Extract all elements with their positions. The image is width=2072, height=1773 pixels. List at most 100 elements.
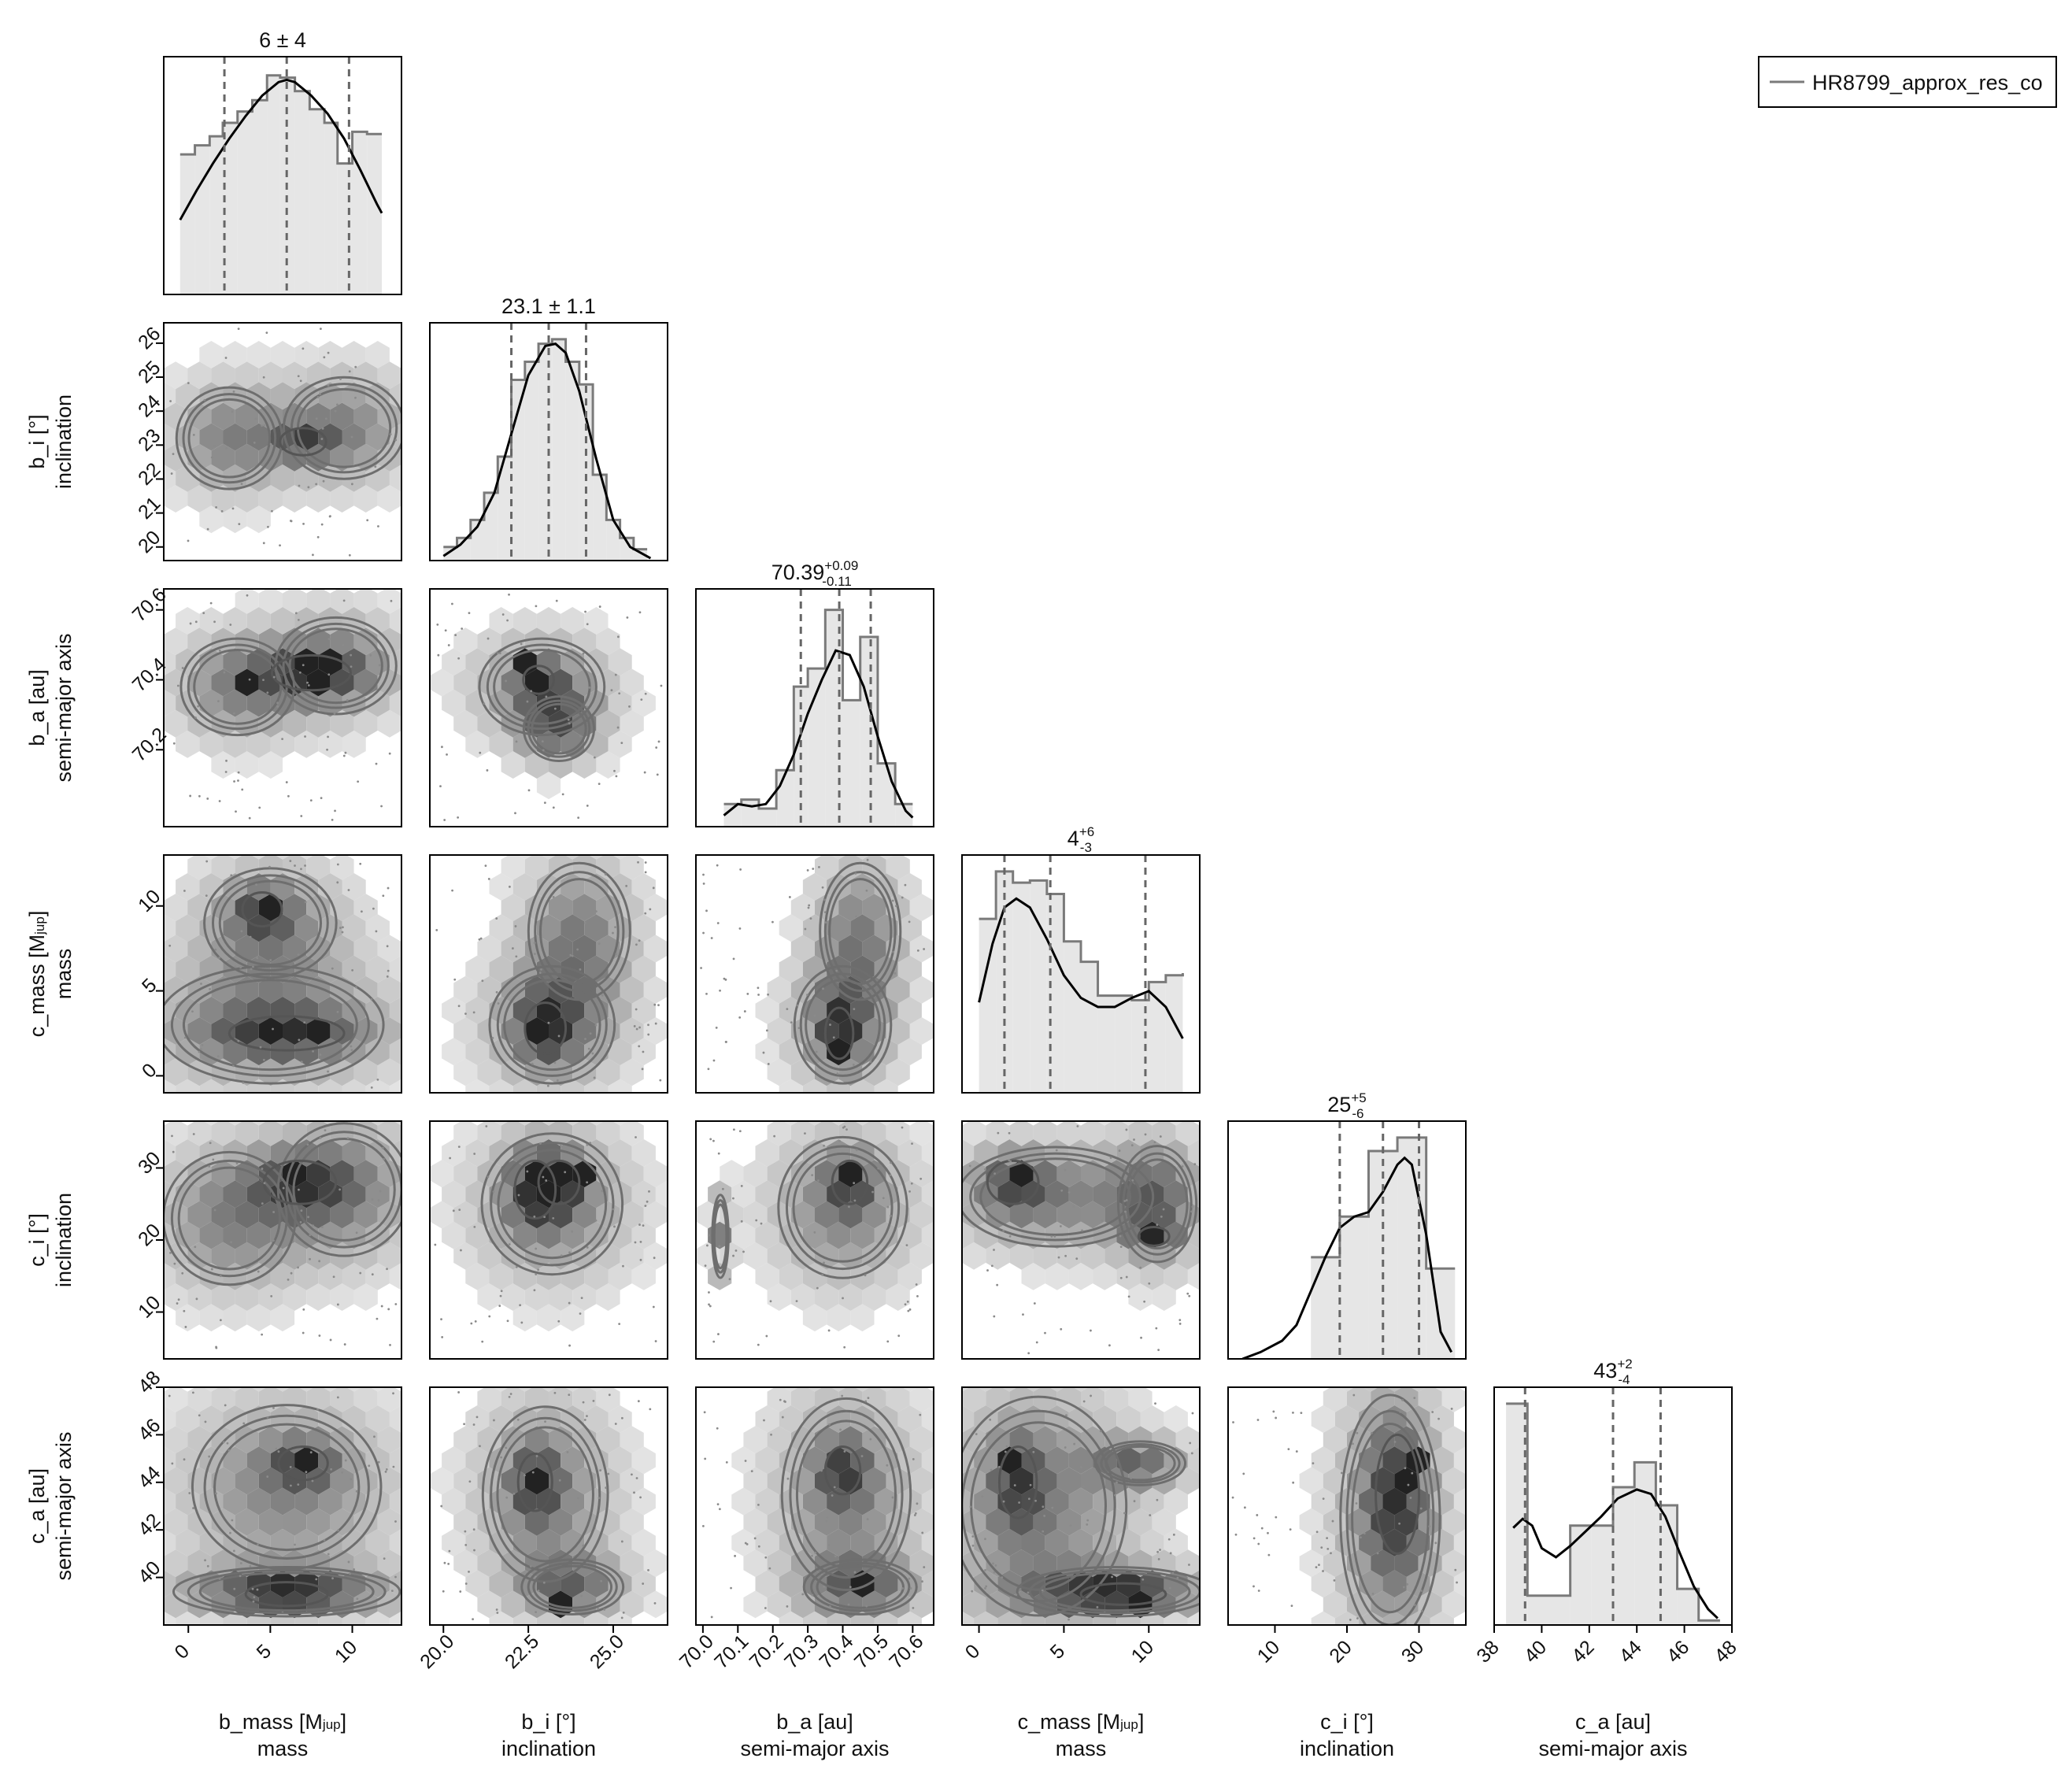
sample-point [381, 1146, 384, 1149]
sample-point [1292, 1411, 1294, 1414]
hexbin [187, 1121, 212, 1146]
sample-point [224, 771, 228, 773]
hexbin [211, 855, 235, 880]
sample-point [908, 1190, 911, 1193]
sample-point [886, 1205, 890, 1209]
hexbin [1394, 1387, 1419, 1412]
sample-point [620, 1540, 623, 1543]
hexbin [164, 1079, 176, 1093]
sample-point [1141, 1578, 1145, 1581]
hexbin [596, 1160, 620, 1188]
hexbin [187, 1549, 212, 1577]
sample-point [379, 1190, 382, 1193]
sample-point [644, 1205, 647, 1208]
sample-point [709, 1305, 712, 1308]
sample-point [1289, 1528, 1292, 1531]
sample-point [613, 769, 616, 772]
hexbin [413, 1488, 437, 1516]
hexbin [235, 668, 259, 697]
sample-point [297, 375, 300, 378]
hexbin [767, 1121, 791, 1146]
sample-point [198, 1414, 201, 1417]
hexbin [401, 627, 425, 655]
sample-point [622, 1264, 624, 1268]
sample-point [296, 1493, 298, 1496]
hexbin [425, 1590, 449, 1618]
sample-point [738, 927, 742, 930]
hexbin [909, 894, 934, 922]
hexbin [401, 1426, 425, 1453]
hexbin [536, 1528, 561, 1556]
sample-point [839, 1428, 842, 1431]
sample-point [172, 742, 176, 745]
x-tick-label: 10 [331, 1636, 361, 1667]
sample-point [1086, 1519, 1090, 1522]
panel-b_i-vs-c_mass [435, 855, 668, 1093]
sample-point [282, 1186, 285, 1190]
hexbin [1223, 1590, 1247, 1618]
sample-point [449, 1157, 452, 1160]
sample-point [580, 1594, 583, 1597]
hexbin [584, 1570, 609, 1598]
sample-point [497, 652, 499, 655]
sample-point [254, 417, 257, 420]
sample-point [368, 1464, 371, 1468]
hexbin [608, 648, 632, 676]
hexbin [536, 730, 561, 758]
sample-point [568, 1301, 571, 1305]
sample-point [327, 638, 331, 641]
hexbin [1164, 1487, 1188, 1516]
sample-point [1111, 1575, 1113, 1579]
hexbin [524, 1283, 549, 1311]
hexbin [235, 751, 259, 779]
sample-point [616, 726, 620, 729]
y-tick-label: 10 [134, 1291, 165, 1322]
sample-point [719, 989, 721, 992]
sample-point [732, 1197, 734, 1200]
sample-point [238, 523, 241, 526]
sample-point [501, 613, 505, 616]
sample-point [971, 1544, 975, 1547]
hexbin [1045, 1446, 1069, 1475]
contour-line [1104, 1445, 1176, 1482]
sample-point [248, 678, 251, 681]
sample-point [712, 1059, 716, 1062]
contour-line [172, 1565, 401, 1618]
hist-bar [209, 136, 223, 294]
sample-point [1127, 1295, 1130, 1298]
sample-point [497, 1002, 500, 1005]
sample-point [833, 1486, 836, 1489]
sample-point [597, 1608, 600, 1610]
sample-point [1069, 1524, 1072, 1527]
hexbin [453, 627, 478, 656]
hexbin [353, 1508, 378, 1536]
hexbin [318, 423, 342, 451]
sample-point [1272, 1410, 1275, 1413]
hexbin [283, 709, 307, 738]
hexbin [465, 1079, 490, 1093]
contour-line [488, 964, 616, 1085]
hexbin [330, 855, 354, 880]
sample-point [586, 623, 589, 626]
sample-point [334, 809, 336, 812]
sample-point [614, 1423, 617, 1425]
contour-line [203, 1414, 370, 1560]
hexbin [258, 589, 283, 614]
sample-point [652, 886, 655, 890]
hexbin [259, 1344, 283, 1371]
hexbin [1187, 1139, 1200, 1167]
sample-point [852, 1064, 855, 1066]
sample-point [1050, 1235, 1053, 1238]
hexbin [389, 382, 401, 410]
hexbin [318, 1038, 342, 1066]
hexbin [258, 975, 283, 1004]
hexbin [1021, 1221, 1045, 1249]
hexbin [1056, 1467, 1081, 1495]
hexbin [1168, 1121, 1184, 1126]
sample-point [539, 1142, 542, 1145]
sample-point [302, 1331, 305, 1334]
sample-point [285, 781, 288, 783]
sample-point [350, 653, 353, 657]
hexbin [346, 1387, 362, 1392]
sample-point [555, 599, 558, 602]
